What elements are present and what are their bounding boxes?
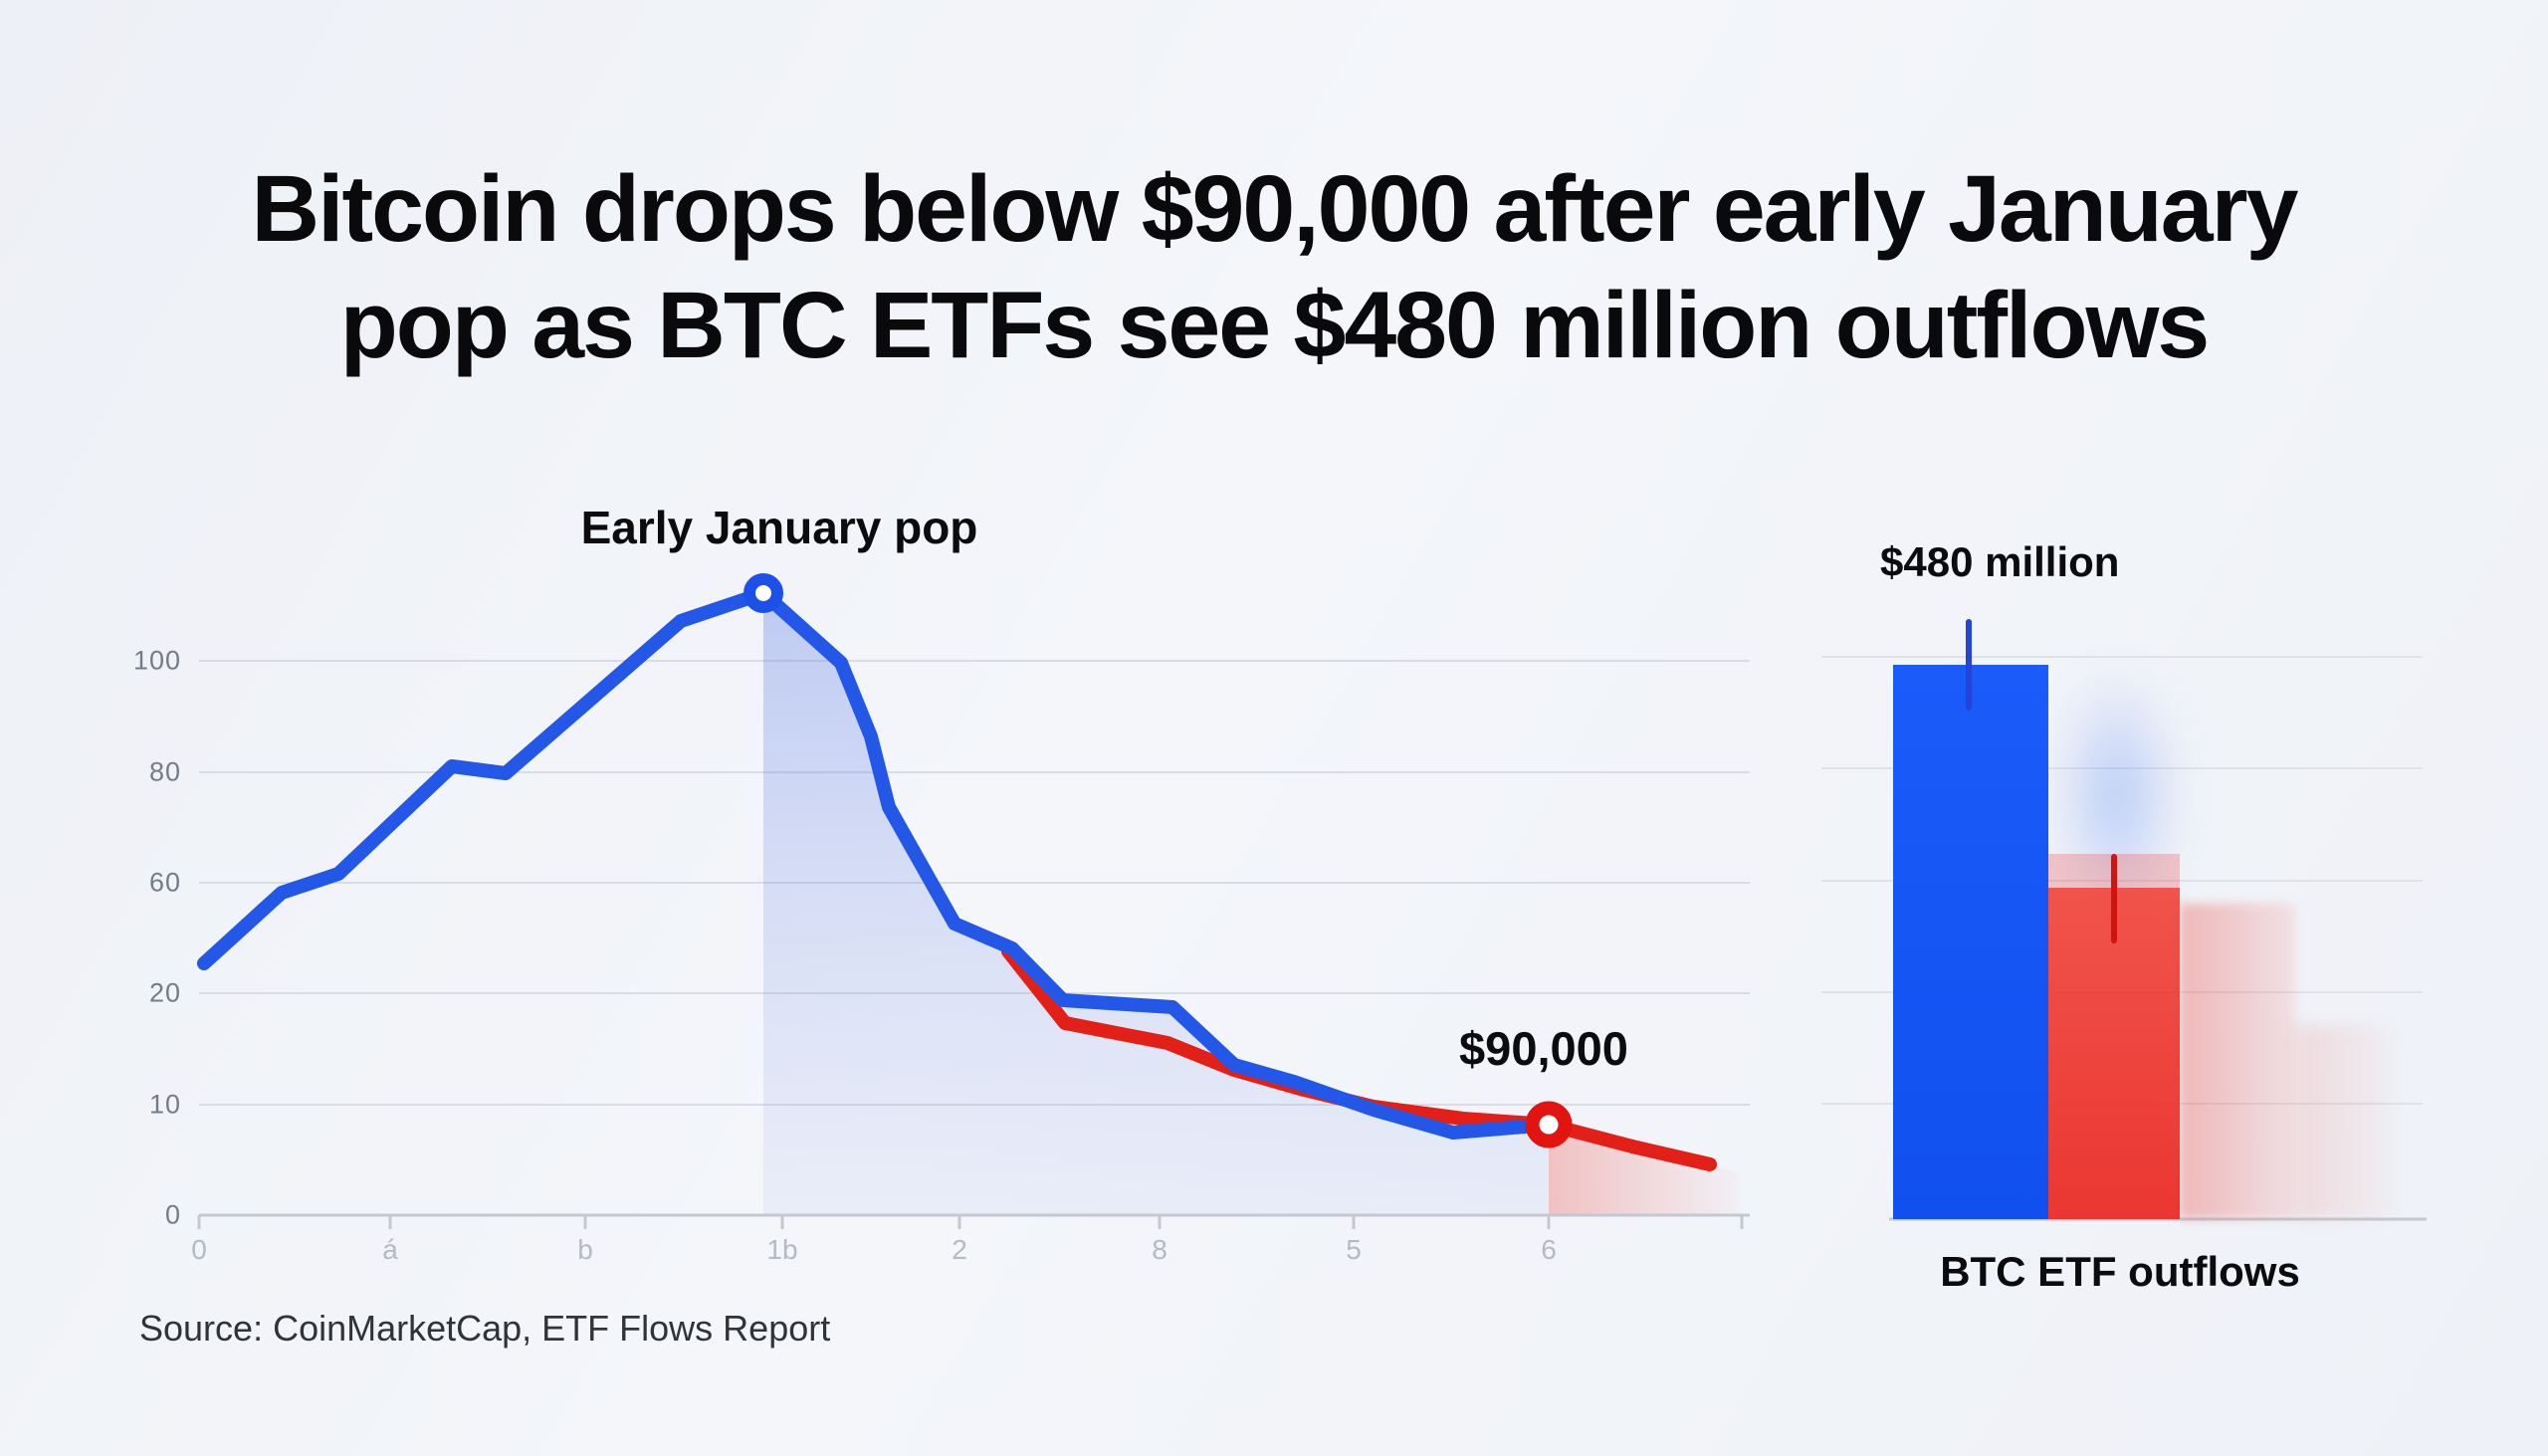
y-tick-label-0: 0 [164,1199,181,1230]
price-90000-annotation: $90,000 [1459,1022,1628,1075]
480-million-label: $480 million [1880,538,2120,585]
x-tick-label-6: 8 [1152,1234,1168,1265]
x-tick-label-8: 6 [1541,1234,1557,1265]
price-rally-line [197,586,1556,1140]
x-tick-label-1: 0 [191,1234,207,1265]
y-tick-label-100: 100 [132,645,181,676]
x-tick-label-4: 1b [766,1234,798,1265]
pink-shaded-area [1549,1125,1740,1215]
axes-and-ticks [197,1213,2427,1229]
headline-line-2: pop as BTC ETFs see $480 million outflow… [339,273,2210,378]
blue-bar-whisker [1966,619,1972,711]
btc-etf-outflows-label: BTC ETF outflows [1940,1248,2300,1295]
blue-shaded-area [763,593,1549,1215]
drop-marker-icon [1525,1101,1573,1148]
x-tick-label-2: á [382,1234,398,1265]
btc-etf-outflow-bar-blue [1893,665,2048,1219]
headline-line-1: Bitcoin drops below $90,000 after early … [251,156,2299,262]
ghost-bar-1 [2180,904,2295,1219]
headline: Bitcoin drops below $90,000 after early … [0,151,2548,384]
x-tick-label-5: 2 [952,1234,967,1265]
ghost-bar-2 [2295,1025,2395,1219]
x-tick-label-3: b [577,1234,593,1265]
x-tick-label-7: 5 [1346,1234,1362,1265]
y-tick-label-10: 10 [148,1089,181,1120]
source-attribution: Source: CoinMarketCap, ETF Flows Report [139,1308,831,1349]
peak-marker-icon [743,573,783,613]
y-tick-label-80: 80 [148,756,181,787]
y-tick-label-60: 60 [148,867,181,898]
early-january-pop-annotation: Early January pop [580,502,978,553]
red-bar-whisker [2111,854,2117,943]
y-tick-label-20: 20 [148,977,181,1008]
